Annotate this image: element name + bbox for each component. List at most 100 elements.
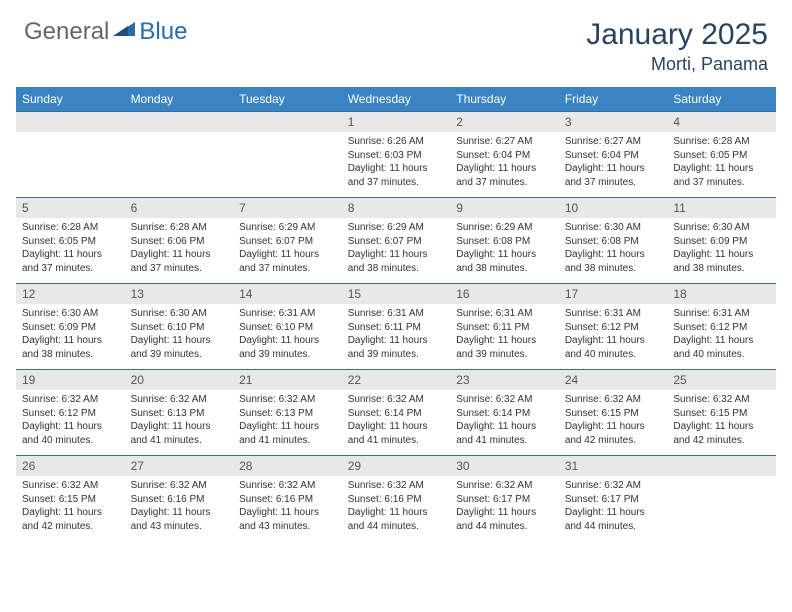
day-body: Sunrise: 6:30 AMSunset: 6:09 PMDaylight:… (16, 304, 125, 369)
day-body: Sunrise: 6:30 AMSunset: 6:09 PMDaylight:… (667, 218, 776, 283)
sunset-line: Sunset: 6:05 PM (22, 235, 119, 249)
location-label: Morti, Panama (586, 54, 768, 75)
sunrise-line: Sunrise: 6:32 AM (22, 393, 119, 407)
sunrise-line: Sunrise: 6:31 AM (673, 307, 770, 321)
day-body: Sunrise: 6:29 AMSunset: 6:07 PMDaylight:… (233, 218, 342, 283)
calendar-cell: 14Sunrise: 6:31 AMSunset: 6:10 PMDayligh… (233, 284, 342, 370)
day-body: Sunrise: 6:29 AMSunset: 6:08 PMDaylight:… (450, 218, 559, 283)
calendar-cell: 31Sunrise: 6:32 AMSunset: 6:17 PMDayligh… (559, 456, 668, 542)
daylight-line: Daylight: 11 hours and 44 minutes. (565, 506, 662, 533)
day-body: Sunrise: 6:32 AMSunset: 6:15 PMDaylight:… (559, 390, 668, 455)
sunrise-line: Sunrise: 6:32 AM (239, 393, 336, 407)
calendar-row: 1Sunrise: 6:26 AMSunset: 6:03 PMDaylight… (16, 112, 776, 198)
daylight-line: Daylight: 11 hours and 40 minutes. (22, 420, 119, 447)
weekday-header: Wednesday (342, 87, 451, 112)
weekday-header: Sunday (16, 87, 125, 112)
calendar-cell: 22Sunrise: 6:32 AMSunset: 6:14 PMDayligh… (342, 370, 451, 456)
calendar-cell: 20Sunrise: 6:32 AMSunset: 6:13 PMDayligh… (125, 370, 234, 456)
daylight-line: Daylight: 11 hours and 41 minutes. (131, 420, 228, 447)
daylight-line: Daylight: 11 hours and 43 minutes. (239, 506, 336, 533)
daylight-line: Daylight: 11 hours and 44 minutes. (348, 506, 445, 533)
day-number: 15 (342, 284, 451, 304)
daylight-line: Daylight: 11 hours and 38 minutes. (456, 248, 553, 275)
calendar-cell: 21Sunrise: 6:32 AMSunset: 6:13 PMDayligh… (233, 370, 342, 456)
calendar-cell: 7Sunrise: 6:29 AMSunset: 6:07 PMDaylight… (233, 198, 342, 284)
day-body: Sunrise: 6:31 AMSunset: 6:11 PMDaylight:… (342, 304, 451, 369)
calendar-cell: 2Sunrise: 6:27 AMSunset: 6:04 PMDaylight… (450, 112, 559, 198)
day-number: 5 (16, 198, 125, 218)
logo-triangle-icon (113, 15, 135, 43)
sunrise-line: Sunrise: 6:32 AM (131, 393, 228, 407)
logo-text-2: Blue (139, 18, 187, 46)
daylight-line: Daylight: 11 hours and 37 minutes. (239, 248, 336, 275)
daylight-line: Daylight: 11 hours and 38 minutes. (348, 248, 445, 275)
sunset-line: Sunset: 6:04 PM (565, 149, 662, 163)
day-number: 10 (559, 198, 668, 218)
daylight-line: Daylight: 11 hours and 37 minutes. (131, 248, 228, 275)
day-number: 7 (233, 198, 342, 218)
day-number: 3 (559, 112, 668, 132)
calendar-cell: 25Sunrise: 6:32 AMSunset: 6:15 PMDayligh… (667, 370, 776, 456)
sunrise-line: Sunrise: 6:31 AM (239, 307, 336, 321)
daylight-line: Daylight: 11 hours and 40 minutes. (565, 334, 662, 361)
calendar-cell: 28Sunrise: 6:32 AMSunset: 6:16 PMDayligh… (233, 456, 342, 542)
sunset-line: Sunset: 6:12 PM (673, 321, 770, 335)
weekday-header: Thursday (450, 87, 559, 112)
calendar-cell: 16Sunrise: 6:31 AMSunset: 6:11 PMDayligh… (450, 284, 559, 370)
weekday-header: Friday (559, 87, 668, 112)
day-number: 16 (450, 284, 559, 304)
sunset-line: Sunset: 6:08 PM (565, 235, 662, 249)
day-number: 25 (667, 370, 776, 390)
calendar-cell: 1Sunrise: 6:26 AMSunset: 6:03 PMDaylight… (342, 112, 451, 198)
day-body: Sunrise: 6:32 AMSunset: 6:12 PMDaylight:… (16, 390, 125, 455)
daylight-line: Daylight: 11 hours and 37 minutes. (565, 162, 662, 189)
calendar-cell: 29Sunrise: 6:32 AMSunset: 6:16 PMDayligh… (342, 456, 451, 542)
weekday-header: Monday (125, 87, 234, 112)
day-number: 17 (559, 284, 668, 304)
sunrise-line: Sunrise: 6:32 AM (565, 393, 662, 407)
day-body: Sunrise: 6:32 AMSunset: 6:15 PMDaylight:… (667, 390, 776, 455)
calendar-cell: 11Sunrise: 6:30 AMSunset: 6:09 PMDayligh… (667, 198, 776, 284)
sunset-line: Sunset: 6:05 PM (673, 149, 770, 163)
calendar-body: 1Sunrise: 6:26 AMSunset: 6:03 PMDaylight… (16, 112, 776, 542)
calendar-cell: 17Sunrise: 6:31 AMSunset: 6:12 PMDayligh… (559, 284, 668, 370)
daylight-line: Daylight: 11 hours and 42 minutes. (22, 506, 119, 533)
sunset-line: Sunset: 6:06 PM (131, 235, 228, 249)
day-number: 12 (16, 284, 125, 304)
sunrise-line: Sunrise: 6:27 AM (456, 135, 553, 149)
day-body: Sunrise: 6:30 AMSunset: 6:10 PMDaylight:… (125, 304, 234, 369)
sunset-line: Sunset: 6:03 PM (348, 149, 445, 163)
daylight-line: Daylight: 11 hours and 39 minutes. (239, 334, 336, 361)
calendar-cell: 27Sunrise: 6:32 AMSunset: 6:16 PMDayligh… (125, 456, 234, 542)
day-number: 8 (342, 198, 451, 218)
day-number: 13 (125, 284, 234, 304)
sunset-line: Sunset: 6:14 PM (348, 407, 445, 421)
calendar-row: 26Sunrise: 6:32 AMSunset: 6:15 PMDayligh… (16, 456, 776, 542)
daylight-line: Daylight: 11 hours and 39 minutes. (348, 334, 445, 361)
sunset-line: Sunset: 6:14 PM (456, 407, 553, 421)
day-body: Sunrise: 6:28 AMSunset: 6:05 PMDaylight:… (16, 218, 125, 283)
sunset-line: Sunset: 6:08 PM (456, 235, 553, 249)
calendar-cell: 19Sunrise: 6:32 AMSunset: 6:12 PMDayligh… (16, 370, 125, 456)
sunset-line: Sunset: 6:09 PM (673, 235, 770, 249)
day-number: 31 (559, 456, 668, 476)
day-number: 20 (125, 370, 234, 390)
day-number: 26 (16, 456, 125, 476)
daylight-line: Daylight: 11 hours and 38 minutes. (565, 248, 662, 275)
sunset-line: Sunset: 6:11 PM (456, 321, 553, 335)
sunrise-line: Sunrise: 6:30 AM (565, 221, 662, 235)
sunrise-line: Sunrise: 6:31 AM (348, 307, 445, 321)
sunset-line: Sunset: 6:12 PM (22, 407, 119, 421)
month-title: January 2025 (586, 18, 768, 52)
calendar-row: 12Sunrise: 6:30 AMSunset: 6:09 PMDayligh… (16, 284, 776, 370)
sunset-line: Sunset: 6:16 PM (348, 493, 445, 507)
day-body: Sunrise: 6:32 AMSunset: 6:14 PMDaylight:… (450, 390, 559, 455)
calendar-cell: 24Sunrise: 6:32 AMSunset: 6:15 PMDayligh… (559, 370, 668, 456)
daylight-line: Daylight: 11 hours and 42 minutes. (673, 420, 770, 447)
calendar-cell (233, 112, 342, 198)
day-body: Sunrise: 6:31 AMSunset: 6:11 PMDaylight:… (450, 304, 559, 369)
sunrise-line: Sunrise: 6:32 AM (565, 479, 662, 493)
daylight-line: Daylight: 11 hours and 37 minutes. (673, 162, 770, 189)
day-body: Sunrise: 6:27 AMSunset: 6:04 PMDaylight:… (450, 132, 559, 197)
calendar-cell: 26Sunrise: 6:32 AMSunset: 6:15 PMDayligh… (16, 456, 125, 542)
